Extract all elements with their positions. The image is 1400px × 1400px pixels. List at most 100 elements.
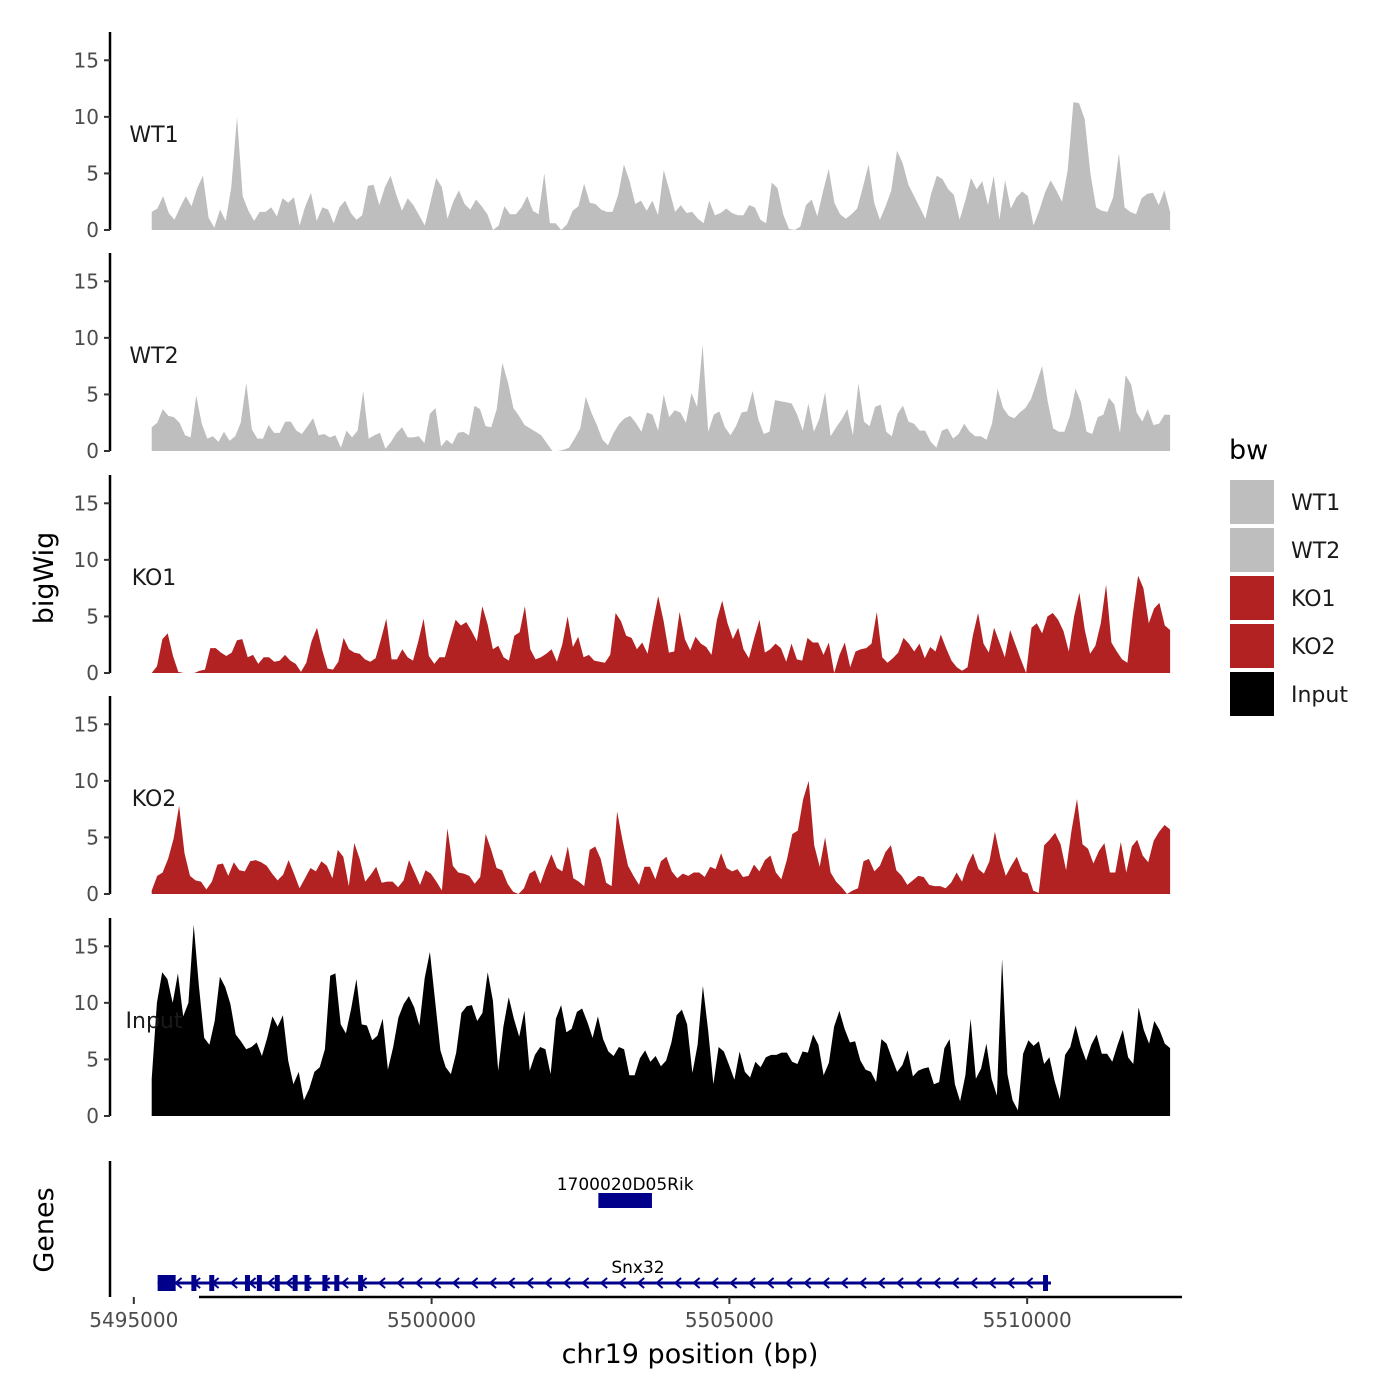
strand-arrow	[932, 1277, 941, 1289]
gene-exon	[209, 1275, 215, 1291]
strand-arrow	[396, 1277, 405, 1289]
gene-exon	[1043, 1275, 1049, 1291]
y-tick-label: 10	[74, 548, 99, 572]
legend-label: KO2	[1291, 635, 1336, 660]
legend-label: WT1	[1291, 491, 1340, 516]
strand-arrow	[951, 1277, 960, 1289]
strand-arrow	[377, 1277, 386, 1289]
strand-arrow	[729, 1277, 738, 1289]
gene-exon	[598, 1193, 652, 1208]
gene-exon	[358, 1275, 364, 1291]
strand-arrow	[618, 1277, 627, 1289]
legend-swatch	[1230, 528, 1274, 572]
y-tick-label: 5	[86, 825, 99, 849]
legend-item-wt1: WT1	[1230, 480, 1340, 524]
strand-arrow	[784, 1277, 793, 1289]
legend-swatch	[1230, 672, 1274, 716]
y-tick-label: 15	[74, 48, 99, 72]
legend-item-wt2: WT2	[1230, 528, 1340, 572]
strand-arrow	[858, 1277, 867, 1289]
track-label: KO2	[132, 787, 177, 812]
y-tick-label: 10	[74, 326, 99, 350]
legend-item-ko1: KO1	[1230, 576, 1336, 620]
area-input	[151, 924, 1171, 1116]
strand-arrow	[710, 1277, 719, 1289]
strand-arrow	[766, 1277, 775, 1289]
strand-arrow	[525, 1277, 534, 1289]
genes-axis-title: Genes	[29, 1187, 60, 1272]
area-ko1	[151, 575, 1171, 673]
strand-arrow	[562, 1277, 571, 1289]
track-wt1: 0 5 10 15 WT1	[74, 32, 1171, 242]
x-tick-label: 5510000	[983, 1308, 1072, 1332]
x-tick-label: 5495000	[89, 1308, 178, 1332]
y-tick-label: 10	[74, 769, 99, 793]
track-label: WT1	[129, 123, 178, 148]
legend-swatch	[1230, 576, 1274, 620]
strand-arrow	[451, 1277, 460, 1289]
strand-arrow	[636, 1277, 645, 1289]
gene-exon	[274, 1275, 280, 1291]
gene-exon	[292, 1275, 298, 1291]
legend-item-ko2: KO2	[1230, 624, 1336, 668]
legend-swatch	[1230, 624, 1274, 668]
strand-arrow	[821, 1277, 830, 1289]
x-axis: 5495000 5500000 5505000 5510000	[89, 1295, 1182, 1332]
y-tick-label: 0	[86, 661, 99, 685]
area-ko2	[151, 780, 1171, 894]
strand-arrow	[914, 1277, 923, 1289]
y-tick-label: 5	[86, 604, 99, 628]
strand-arrow	[895, 1277, 904, 1289]
x-tick-label: 5505000	[685, 1308, 774, 1332]
legend-title: bw	[1229, 435, 1268, 466]
strand-arrow	[655, 1277, 664, 1289]
strand-arrow	[969, 1277, 978, 1289]
strand-arrow	[285, 1277, 294, 1289]
legend: bw WT1 WT2 KO1 KO2 Input	[1229, 435, 1348, 716]
strand-arrow	[266, 1277, 275, 1289]
strand-arrow	[414, 1277, 423, 1289]
y-tick-label: 15	[74, 491, 99, 515]
track-label: Input	[126, 1009, 183, 1034]
legend-label: Input	[1291, 683, 1348, 708]
y-tick-label: 0	[86, 218, 99, 242]
x-axis-title: chr19 position (bp)	[562, 1339, 819, 1370]
y-tick-label: 0	[86, 439, 99, 463]
y-tick-label: 15	[74, 934, 99, 958]
track-wt2: 0 5 10 15 WT2	[74, 253, 1171, 463]
legend-swatch	[1230, 480, 1274, 524]
strand-arrow	[470, 1277, 479, 1289]
y-tick-label: 15	[74, 269, 99, 293]
gene-exon	[157, 1275, 176, 1291]
gene-1700020d05rik: 1700020D05Rik	[557, 1175, 694, 1208]
genes-panel: 1700020D05Rik Snx32	[108, 1161, 1051, 1297]
gene-label: 1700020D05Rik	[557, 1175, 694, 1195]
legend-label: KO1	[1291, 587, 1336, 612]
area-wt1	[151, 102, 1171, 230]
track-panels: 0 5 10 15 WT1 0 5 10 15 WT2 0 5 10 15 KO1 0 5 10 15 KO2 0 5 10…	[74, 32, 1171, 1128]
gene-exon	[304, 1275, 310, 1291]
strand-arrow	[1025, 1277, 1034, 1289]
strand-arrow	[229, 1277, 238, 1289]
area-wt2	[151, 344, 1171, 451]
y-tick-label: 5	[86, 1047, 99, 1071]
gene-exon	[191, 1275, 197, 1291]
y-tick-label: 5	[86, 161, 99, 185]
strand-arrow	[692, 1277, 701, 1289]
strand-arrow	[1006, 1277, 1015, 1289]
track-label: KO1	[132, 566, 177, 591]
strand-arrow	[488, 1277, 497, 1289]
strand-arrow	[340, 1277, 349, 1289]
track-ko1: 0 5 10 15 KO1	[74, 475, 1171, 685]
gene-exon	[244, 1275, 250, 1291]
y-tick-label: 15	[74, 712, 99, 736]
strand-arrow	[599, 1277, 608, 1289]
y-tick-label: 5	[86, 382, 99, 406]
strand-arrow	[433, 1277, 442, 1289]
strand-arrow	[747, 1277, 756, 1289]
strand-arrow	[803, 1277, 812, 1289]
strand-arrow	[877, 1277, 886, 1289]
strand-arrow	[988, 1277, 997, 1289]
strand-arrow	[673, 1277, 682, 1289]
